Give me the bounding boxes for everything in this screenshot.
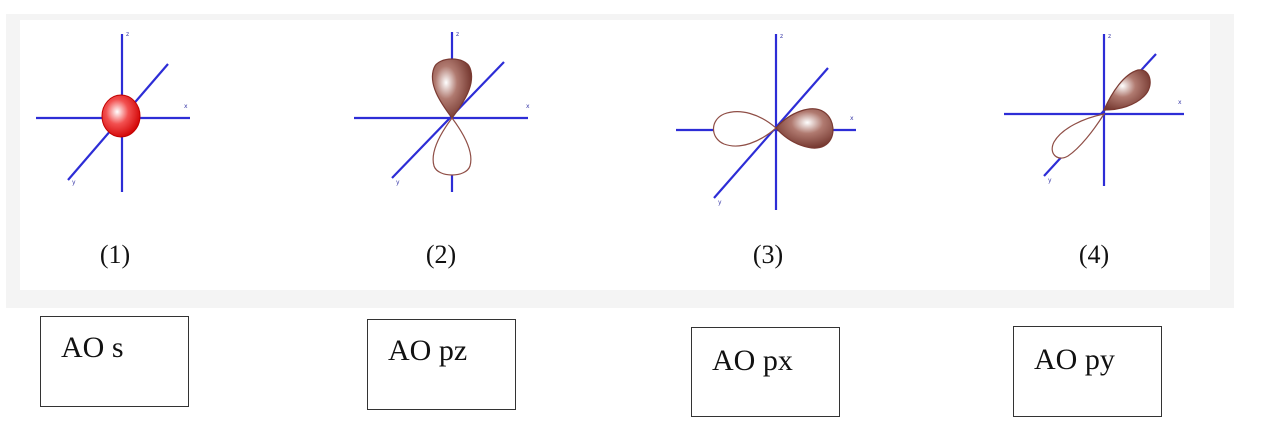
label-py: AO py xyxy=(1034,343,1115,376)
svg-text:y: y xyxy=(718,199,722,206)
px-lobe-positive xyxy=(775,108,834,149)
caption-3: (3) xyxy=(752,240,784,269)
s-orbital-sphere xyxy=(101,94,141,138)
svg-text:z: z xyxy=(780,33,783,40)
pz-lobe-negative xyxy=(432,116,472,176)
px-orbital-diagram: z x y xyxy=(676,33,856,210)
py-lobe-positive xyxy=(1103,69,1151,111)
pz-lobe-positive xyxy=(431,58,473,120)
label-box-pz: AO pz xyxy=(367,319,516,410)
svg-text:x: x xyxy=(1178,99,1182,106)
px-lobe-negative xyxy=(712,111,777,147)
svg-text:z: z xyxy=(456,31,459,38)
label-s: AO s xyxy=(61,331,124,364)
label-pz: AO pz xyxy=(388,334,468,367)
svg-text:z: z xyxy=(126,31,129,38)
pz-orbital-diagram: z x y xyxy=(354,31,530,192)
svg-text:x: x xyxy=(850,115,854,122)
figure-panel xyxy=(6,14,1234,308)
label-box-py: AO py xyxy=(1013,326,1162,417)
caption-1: (1) xyxy=(99,240,131,269)
svg-text:y: y xyxy=(396,179,400,186)
py-lobe-negative xyxy=(1051,113,1106,159)
py-orbital-diagram: z x y xyxy=(1004,33,1184,186)
s-orbital-diagram: z x y xyxy=(36,31,190,192)
svg-text:y: y xyxy=(1048,177,1052,184)
svg-text:z: z xyxy=(1108,33,1111,40)
axes xyxy=(1004,34,1184,186)
svg-text:y: y xyxy=(72,179,76,186)
figure-area xyxy=(20,20,1210,290)
svg-text:x: x xyxy=(184,103,188,110)
caption-4: (4) xyxy=(1078,240,1110,269)
label-box-s: AO s xyxy=(40,316,189,407)
svg-text:x: x xyxy=(526,103,530,110)
label-box-px: AO px xyxy=(691,327,840,417)
label-px: AO px xyxy=(712,344,793,377)
caption-2: (2) xyxy=(425,240,457,269)
